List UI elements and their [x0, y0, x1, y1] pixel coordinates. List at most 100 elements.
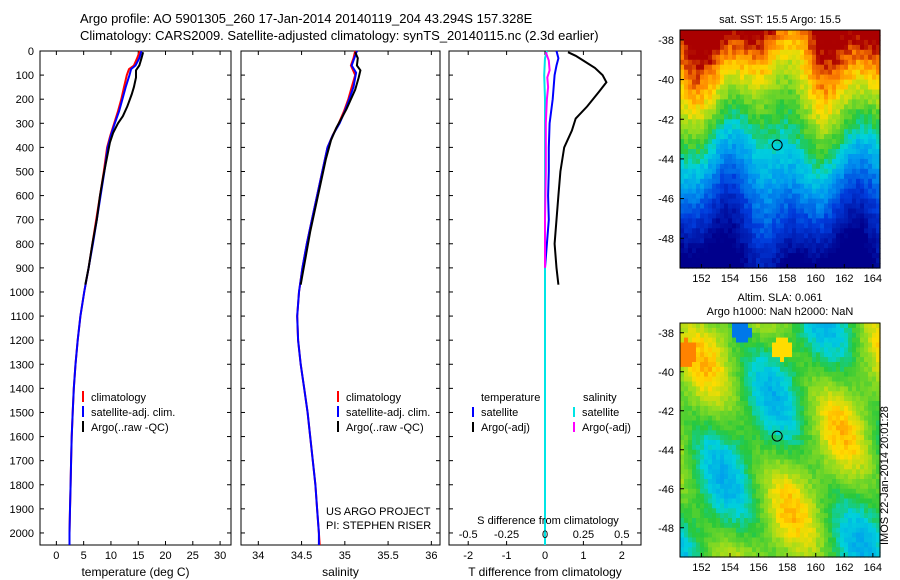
legend-label: satellite-adj. clim. [346, 407, 430, 419]
y-tick-label: 600 [16, 191, 34, 203]
argo-location-marker [771, 139, 783, 151]
sla-map-title: Altim. SLA: 0.061 [737, 292, 823, 304]
map-y-tick-label: -48 [658, 233, 674, 245]
map-x-tick-label: 162 [835, 562, 853, 574]
y-tick-label: 1300 [10, 359, 34, 371]
map-x-tick-label: 156 [749, 273, 767, 285]
y-tick-label: 800 [16, 239, 34, 251]
y-tick-label: 1500 [10, 407, 34, 419]
map-x-tick-label: 160 [807, 562, 825, 574]
salinity-tick-label: -0.25 [494, 529, 519, 541]
map-y-tick-label: -44 [658, 154, 674, 166]
map-y-tick-label: -40 [658, 367, 674, 379]
sst-map-title: sat. SST: 15.5 Argo: 15.5 [719, 14, 841, 26]
legend-label: Argo(..raw -QC) [91, 422, 169, 434]
y-tick-label: 400 [16, 142, 34, 154]
panel-frame-salinity-profile [240, 50, 441, 546]
map-y-tick-label: -38 [658, 328, 674, 340]
x-tick-label: 0 [53, 550, 59, 562]
map-y-tick-label: -46 [658, 484, 674, 496]
legend-label: Argo(-adj) [481, 422, 530, 434]
map-x-tick-label: 154 [721, 562, 739, 574]
series-line-salinity-argo-adj- [544, 51, 551, 268]
salinity-tick-label: 0.25 [573, 529, 594, 541]
salinity-tick-label: 0.5 [614, 529, 629, 541]
series-line-satellite-adj-clim- [296, 50, 358, 545]
y-tick-label: 1800 [10, 480, 34, 492]
salinity-tick-label: 0 [542, 529, 548, 541]
sla-cells [680, 323, 881, 558]
x-tick-label: 2 [619, 550, 625, 562]
map-x-tick-label: 158 [778, 562, 796, 574]
map-x-tick-label: 164 [864, 562, 882, 574]
y-tick-label: 1100 [10, 311, 34, 323]
y-tick-label: 1200 [10, 335, 34, 347]
map-x-tick-label: 156 [749, 562, 767, 574]
y-tick-label: 1600 [10, 432, 34, 444]
x-tick-label: 35.5 [377, 550, 398, 562]
map-x-tick-label: 158 [778, 273, 796, 285]
x-axis-label: temperature (deg C) [81, 565, 189, 579]
legend-label: satellite [582, 407, 619, 419]
series-line-argo-raw-qc- [299, 51, 362, 285]
y-tick-label: 300 [16, 118, 34, 130]
x-tick-label: 1 [580, 550, 586, 562]
argo-location-marker [771, 430, 783, 442]
map-y-tick-label: -44 [658, 445, 674, 457]
x-axis-label: T difference from climatology [468, 565, 622, 579]
y-tick-label: 1000 [10, 287, 34, 299]
series-line-temperature-argo-adj- [553, 51, 608, 285]
sst-cells [680, 30, 881, 269]
legend-label: Argo(..raw -QC) [346, 422, 424, 434]
map-y-tick-label: -40 [658, 75, 674, 87]
x-tick-label: 30 [214, 550, 226, 562]
project-annotation: PI: STEPHEN RISER [326, 520, 431, 532]
series-line-argo-raw-qc- [84, 51, 145, 285]
legend-label: climatology [346, 392, 402, 404]
x-tick-label: 0 [542, 550, 548, 562]
project-annotation: US ARGO PROJECT [326, 506, 431, 518]
y-tick-label: 200 [16, 94, 34, 106]
x-tick-label: 34 [252, 550, 264, 562]
map-y-tick-label: -48 [658, 523, 674, 535]
y-tick-label: 1400 [10, 383, 34, 395]
x-tick-label: 20 [159, 550, 171, 562]
legend-label: satellite-adj. clim. [91, 407, 175, 419]
x-tick-label: 34.5 [291, 550, 312, 562]
y-tick-label: 100 [16, 70, 34, 82]
y-tick-label: 2000 [10, 528, 34, 540]
x-tick-label: 35 [339, 550, 351, 562]
y-tick-label: 500 [16, 166, 34, 178]
x-axis-label: salinity [322, 565, 359, 579]
x-tick-label: 15 [132, 550, 144, 562]
x-tick-label: 5 [81, 550, 87, 562]
sla-map-subtitle: Argo h1000: NaN h2000: NaN [706, 306, 854, 318]
map-x-tick-label: 164 [864, 273, 882, 285]
sst-map-frame [679, 29, 881, 269]
map-x-tick-label: 152 [692, 562, 710, 574]
y-tick-label: 1900 [10, 504, 34, 516]
y-tick-label: 900 [16, 263, 34, 275]
legend-label: satellite [481, 407, 518, 419]
legend-title-temperature: temperature [481, 392, 540, 404]
legend-label: climatology [91, 392, 147, 404]
x-tick-label: 10 [105, 550, 117, 562]
header-line-2: Climatology: CARS2009. Satellite-adjuste… [80, 28, 599, 43]
salinity-tick-label: -0.5 [459, 529, 478, 541]
map-x-tick-label: 154 [721, 273, 739, 285]
salinity-axis-label: S difference from climatology [477, 515, 619, 527]
map-x-tick-label: 162 [835, 273, 853, 285]
map-x-tick-label: 152 [692, 273, 710, 285]
y-tick-label: 700 [16, 215, 34, 227]
x-tick-label: -2 [463, 550, 473, 562]
map-y-tick-label: -42 [658, 114, 674, 126]
x-tick-label: -1 [502, 550, 512, 562]
map-x-tick-label: 160 [807, 273, 825, 285]
map-y-tick-label: -46 [658, 194, 674, 206]
sla-map-frame [679, 322, 881, 558]
map-y-tick-label: -38 [658, 35, 674, 47]
map-y-tick-label: -42 [658, 406, 674, 418]
header-line-1: Argo profile: AO 5901305_260 17-Jan-2014… [80, 11, 533, 26]
y-tick-label: 1700 [10, 456, 34, 468]
